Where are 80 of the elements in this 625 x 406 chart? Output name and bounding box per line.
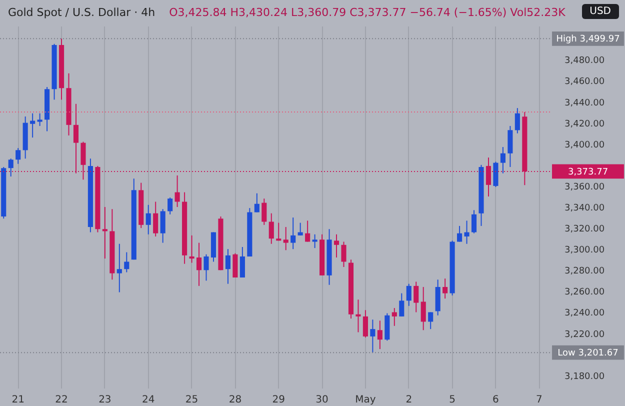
candlestick — [514, 108, 520, 134]
candlestick — [356, 299, 361, 333]
candlestick — [160, 208, 166, 244]
x-tick-label: May — [355, 394, 376, 406]
candlestick — [442, 278, 448, 300]
y-tick-label: 3,180.00 — [564, 372, 605, 382]
x-tick-label: 29 — [272, 394, 285, 406]
candlestick — [392, 308, 397, 326]
candlestick — [262, 198, 267, 226]
candlestick — [240, 246, 245, 278]
x-tick-label: 25 — [185, 394, 198, 406]
candlestick — [471, 210, 477, 234]
x-tick-label: 24 — [142, 394, 155, 406]
candlestick — [254, 192, 260, 213]
x-tick-label: 30 — [316, 394, 328, 406]
chart-title: Gold Spot / U.S. Dollar · 4h — [8, 6, 156, 19]
y-tick-label: 3,320.00 — [564, 224, 605, 235]
candlestick — [268, 212, 274, 244]
x-tick-label: 5 — [449, 394, 456, 406]
y-tick-label: 3,300.00 — [564, 246, 605, 256]
candlestick — [305, 220, 310, 242]
candlestick — [406, 283, 412, 306]
y-tick-label: 3,480.00 — [564, 56, 605, 66]
candlestick — [493, 161, 498, 188]
ref-line-label: High 3,499.97 — [556, 34, 620, 45]
candlestick — [153, 201, 158, 237]
candlestick — [414, 281, 419, 313]
candlestick — [102, 206, 108, 260]
y-tick-label: 3,260.00 — [564, 288, 605, 298]
candlestick — [464, 220, 470, 244]
candlestick — [362, 310, 368, 338]
candlestick — [174, 174, 180, 208]
candlestick — [37, 112, 42, 126]
text: USD — [582, 4, 619, 19]
x-tick-label: 7 — [536, 394, 542, 406]
candlestick — [116, 243, 122, 293]
y-tick-label: 3,460.00 — [564, 77, 605, 88]
candlestick — [204, 254, 209, 282]
candlestick — [232, 252, 238, 278]
y-tick-label: 3,280.00 — [564, 266, 605, 277]
candlestick — [428, 312, 434, 330]
x-tick-label: 28 — [228, 394, 242, 406]
candlestick — [225, 248, 230, 284]
candlestick — [298, 222, 303, 236]
candlestick — [508, 125, 513, 168]
y-tick-label: 3,240.00 — [564, 308, 605, 319]
candlestick — [457, 225, 462, 242]
candlestick — [189, 234, 194, 264]
candlestick — [16, 148, 21, 164]
y-tick-label: 3,340.00 — [564, 204, 605, 214]
candlestick — [399, 292, 404, 317]
candlestick — [168, 197, 173, 215]
candlestick — [420, 286, 426, 331]
x-tick-label: 2 — [406, 394, 412, 406]
candlestick — [312, 234, 318, 249]
candlestick — [500, 146, 506, 174]
candlestick — [283, 226, 288, 251]
x-tick-label: 6 — [492, 394, 499, 406]
candlestick — [341, 241, 346, 268]
y-tick-label: 3,420.00 — [564, 119, 605, 130]
chart-subtitle: O3,425.84 H3,430.24 L3,360.79 C3,373.77 −56.74 (−1.65%) Vol52.23K — [169, 6, 566, 19]
candlestick — [370, 319, 376, 354]
x-tick-label: 23 — [98, 394, 112, 406]
candlestick — [124, 252, 130, 273]
candlestick — [8, 158, 14, 177]
candlestick — [290, 217, 296, 250]
y-tick-label: 3,400.00 — [564, 140, 605, 150]
candlestick — [196, 242, 202, 286]
y-tick-label: 3,360.00 — [564, 182, 605, 192]
ref-line-label: Low 3,201.67 — [558, 348, 618, 359]
candlestick — [146, 204, 151, 235]
x-tick-label: 21 — [12, 394, 24, 406]
x-tick-label: 22 — [55, 394, 68, 406]
candlestick — [334, 234, 340, 258]
y-tick-label: 3,440.00 — [564, 98, 605, 108]
candlestick — [377, 320, 382, 350]
ref-line-label: 3,373.77 — [568, 167, 608, 178]
y-tick-label: 3,220.00 — [564, 330, 605, 340]
candlestick — [30, 112, 36, 138]
candlestick — [276, 222, 282, 242]
